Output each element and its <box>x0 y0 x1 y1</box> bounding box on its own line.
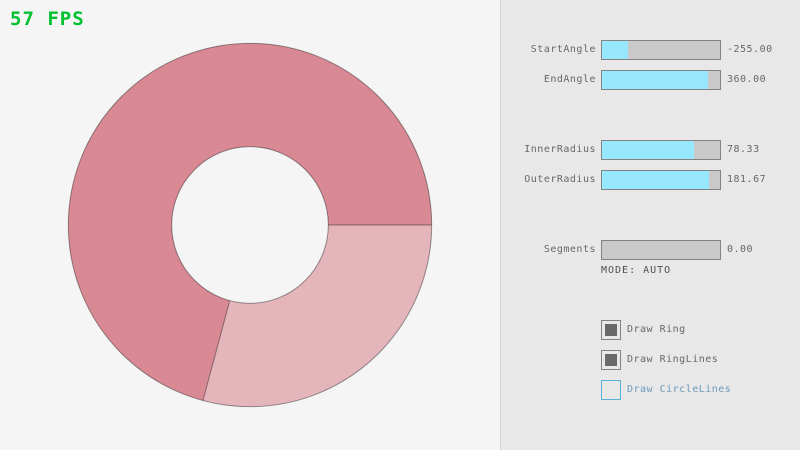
startangle-value: -255.00 <box>727 44 773 55</box>
endangle-slider-fill <box>602 71 709 89</box>
ring-lines <box>67 42 433 408</box>
segments-slider[interactable] <box>601 240 721 260</box>
startangle-label: StartAngle <box>530 44 596 55</box>
startangle-slider-fill <box>602 41 628 59</box>
segments-label: Segments <box>543 244 596 255</box>
ring-segment-light <box>202 225 432 407</box>
endangle-row: EndAngle 360.00 <box>501 70 800 90</box>
ring-radial-line-start <box>202 300 231 401</box>
check-mark-icon <box>605 324 617 336</box>
check-mark-icon <box>605 354 617 366</box>
startangle-slider[interactable] <box>601 40 721 60</box>
innerradius-slider-fill <box>602 141 695 159</box>
ring-inner-line <box>171 146 329 304</box>
draw-ringlines-checkbox-label[interactable]: Draw RingLines <box>627 354 719 365</box>
draw-ring-checkbox[interactable] <box>601 320 621 340</box>
outerradius-value: 181.67 <box>727 174 767 185</box>
segments-mode-text: MODE: AUTO <box>601 265 672 276</box>
innerradius-value: 78.33 <box>727 144 760 155</box>
outerradius-slider-fill <box>602 171 710 189</box>
endangle-slider[interactable] <box>601 70 721 90</box>
startangle-row: StartAngle -255.00 <box>501 40 800 60</box>
outerradius-slider[interactable] <box>601 170 721 190</box>
segments-value: 0.00 <box>727 244 754 255</box>
fps-counter: 57 FPS <box>10 8 85 30</box>
ring-outer-line <box>67 42 433 408</box>
control-panel: StartAngle -255.00 EndAngle 360.00 Inner… <box>500 0 800 450</box>
draw-ringlines-checkbox[interactable] <box>601 350 621 370</box>
innerradius-row: InnerRadius 78.33 <box>501 140 800 160</box>
outerradius-row: OuterRadius 181.67 <box>501 170 800 190</box>
draw-circlelines-checkbox[interactable] <box>601 380 621 400</box>
outerradius-label: OuterRadius <box>524 174 596 185</box>
segments-row: Segments 0.00 <box>501 240 800 260</box>
innerradius-slider[interactable] <box>601 140 721 160</box>
endangle-label: EndAngle <box>543 74 596 85</box>
ring-segment-dark <box>68 43 432 401</box>
draw-circlelines-checkbox-label[interactable]: Draw CircleLines <box>627 384 732 395</box>
innerradius-label: InnerRadius <box>524 144 596 155</box>
endangle-value: 360.00 <box>727 74 767 85</box>
draw-ring-checkbox-label[interactable]: Draw Ring <box>627 324 686 335</box>
